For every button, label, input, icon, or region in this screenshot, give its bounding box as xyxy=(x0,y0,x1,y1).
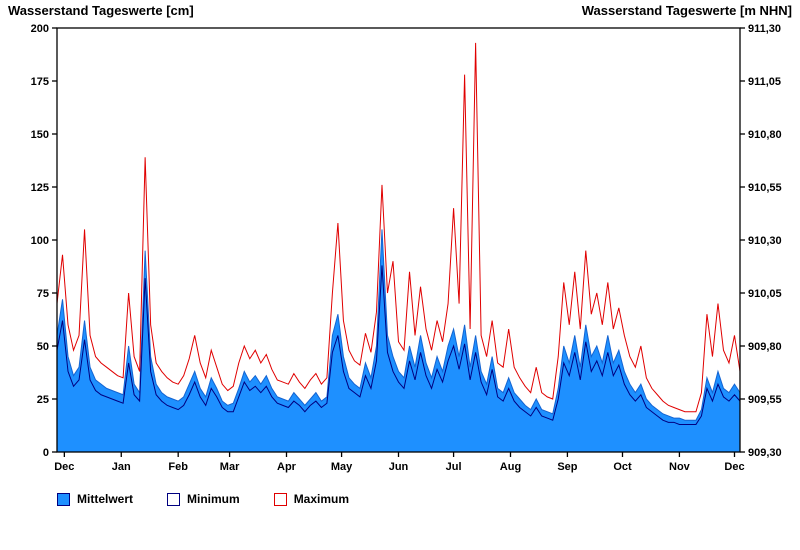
min-line xyxy=(56,265,741,425)
month-tick-label: Aug xyxy=(500,461,521,473)
month-tick-label: Dec xyxy=(724,461,744,473)
month-tick-label: Jun xyxy=(389,461,409,473)
month-tick-label: Sep xyxy=(557,461,577,473)
y-right-tick-label: 910,80 xyxy=(748,129,782,141)
axis-right: 909,30 909,55 909,80 910,05 910,30 910,55 910,… xyxy=(740,23,782,459)
legend-swatch-minimum xyxy=(167,492,181,506)
month-tick-label: Jul xyxy=(446,461,462,473)
y-left-tick-label: 200 xyxy=(31,23,49,35)
legend-label-minimum: Minimum xyxy=(187,492,240,506)
y-right-tick-label: 910,55 xyxy=(748,182,782,194)
y-right-tick-label: 909,55 xyxy=(748,394,782,406)
chart-title-left: Wasserstand Tageswerte [cm] xyxy=(8,3,194,18)
y-right-tick-label: 911,05 xyxy=(748,76,781,88)
y-left-tick-label: 0 xyxy=(43,447,49,459)
month-tick-label: Dec xyxy=(54,461,74,473)
axis-bottom: Dec Jan Feb Mar Apr May Jun Jul Aug Sep Oct Nov Dec xyxy=(54,452,745,473)
legend-swatch-mittelwert xyxy=(57,492,70,506)
y-left-tick-label: 150 xyxy=(31,129,49,141)
month-tick-label: Nov xyxy=(669,461,691,473)
chart-canvas: Wasserstand Tageswerte [cm] Wasserstand … xyxy=(8,3,792,473)
y-right-tick-label: 909,80 xyxy=(748,341,782,353)
y-left-tick-label: 50 xyxy=(37,341,49,353)
mean-area xyxy=(56,229,741,453)
legend-label-mittelwert: Mittelwert xyxy=(77,492,134,506)
y-left-tick-label: 175 xyxy=(31,76,49,88)
max-line xyxy=(56,42,741,413)
legend-item-mittelwert: Mittelwert xyxy=(57,492,133,506)
chart-title-right: Wasserstand Tageswerte [m NHN] xyxy=(582,3,792,18)
legend-item-maximum: Maximum xyxy=(273,492,350,506)
y-right-tick-label: 910,05 xyxy=(748,288,782,300)
month-tick-label: Feb xyxy=(168,461,188,473)
axis-left: 0 25 50 75 100 125 150 175 200 xyxy=(31,23,57,459)
y-right-tick-label: 909,30 xyxy=(748,447,782,459)
legend-item-minimum: Minimum xyxy=(167,492,240,506)
month-tick-label: May xyxy=(331,461,353,473)
y-right-tick-label: 911,30 xyxy=(748,23,781,35)
y-left-tick-label: 100 xyxy=(31,235,49,247)
month-tick-label: Mar xyxy=(220,461,240,473)
y-left-tick-label: 25 xyxy=(37,394,49,406)
legend-swatch-maximum xyxy=(273,492,287,506)
legend-label-maximum: Maximum xyxy=(293,492,350,506)
y-left-tick-label: 75 xyxy=(37,288,49,300)
plot-root: 0 25 50 75 100 125 150 175 200 909,30 909,55 909,80… xyxy=(31,23,782,473)
legend: Mittelwert Minimum Maximum xyxy=(57,492,349,506)
y-left-tick-label: 125 xyxy=(31,182,49,194)
month-tick-label: Oct xyxy=(613,461,632,473)
y-right-tick-label: 910,30 xyxy=(748,235,782,247)
month-tick-label: Jan xyxy=(112,461,131,473)
month-tick-label: Apr xyxy=(277,461,297,473)
